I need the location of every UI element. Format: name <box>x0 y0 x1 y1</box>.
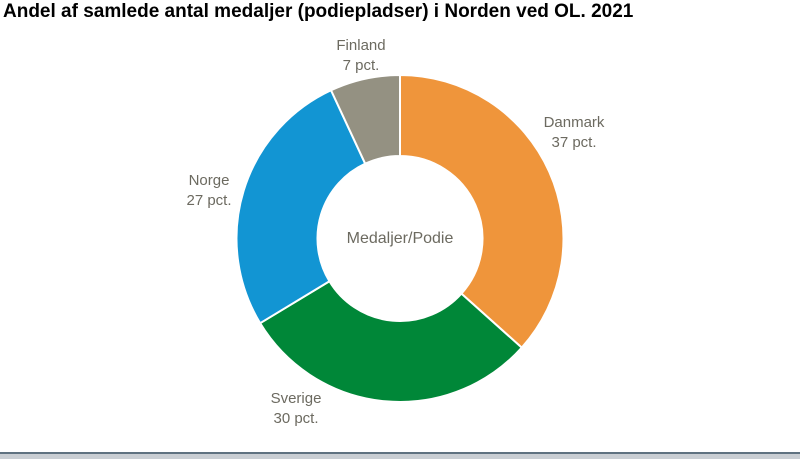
slice-label-norge-value: 27 pct. <box>186 192 232 209</box>
slice-label-danmark-value: 37 pct. <box>551 134 597 151</box>
slice-label-norge-name: Norge <box>188 172 230 189</box>
chart-title: Andel af samlede antal medaljer (podiepl… <box>3 1 634 22</box>
slice-label-finland-value: 7 pct. <box>342 57 380 74</box>
slice-label-sverige-name: Sverige <box>270 390 322 407</box>
slice-label-sverige: Sverige 30 pct. <box>271 389 322 429</box>
donut-slice-sverige <box>259 280 523 403</box>
donut-center-label: Medaljer/Podie <box>346 230 454 247</box>
donut-slice-finland <box>330 74 401 165</box>
slice-label-danmark-name: Danmark <box>543 114 605 131</box>
donut-slice-norge <box>235 89 367 325</box>
donut-slice-danmark <box>399 74 565 349</box>
slice-label-danmark: Danmark 37 pct. <box>544 113 605 153</box>
footer-divider <box>0 452 800 459</box>
slice-label-norge: Norge 27 pct. <box>186 171 231 211</box>
slice-label-finland-name: Finland <box>336 37 386 54</box>
slice-label-finland: Finland 7 pct. <box>336 36 385 76</box>
slice-label-sverige-value: 30 pct. <box>273 410 319 427</box>
